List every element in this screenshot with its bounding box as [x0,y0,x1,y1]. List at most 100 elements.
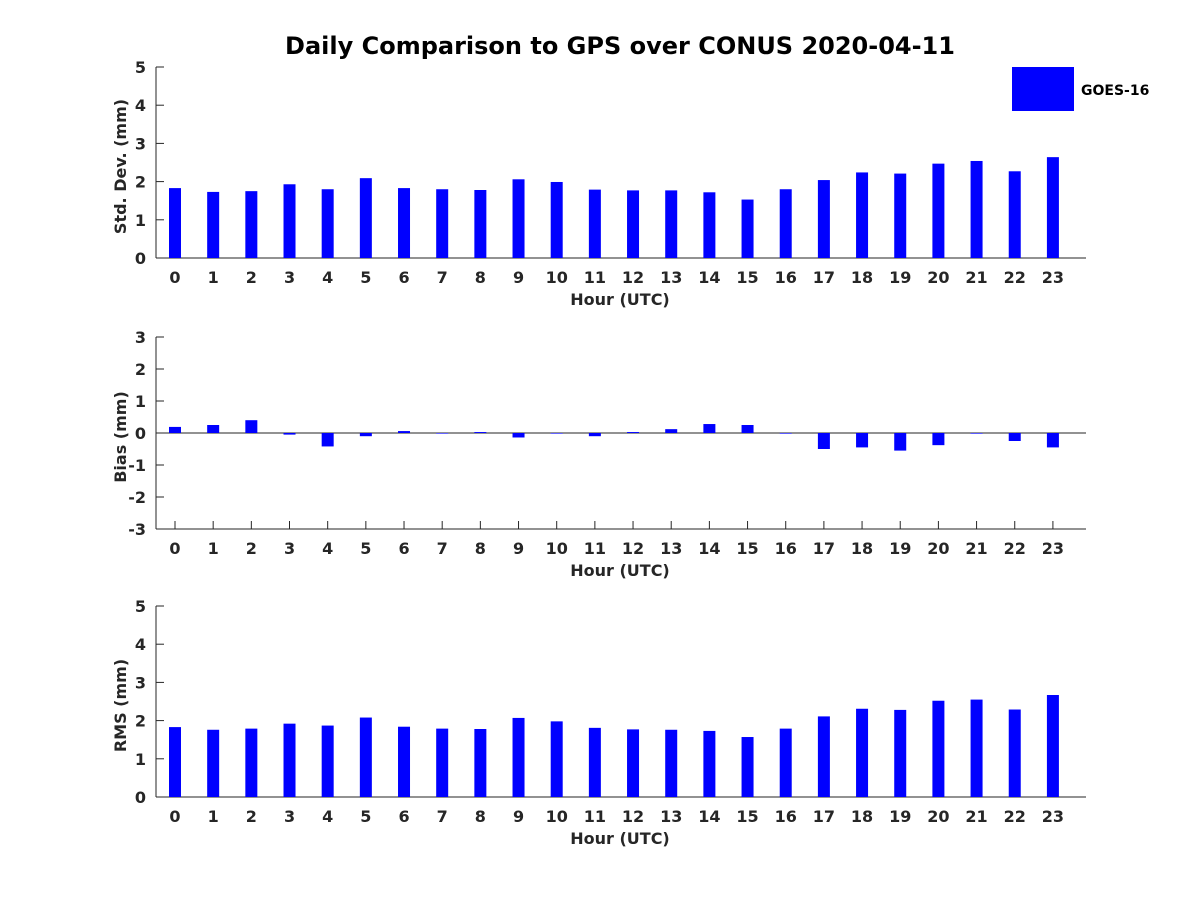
rms-x-tick-label: 23 [1042,807,1064,826]
rms-bar [627,729,640,797]
rms-x-tick-label: 9 [513,807,524,826]
std-dev-x-tick-label: 9 [513,268,524,287]
std-dev-bar [321,189,334,258]
bias-bar [436,433,449,434]
std-dev-y-tick-label: 0 [135,249,146,268]
rms-x-tick-label: 20 [927,807,949,826]
std-dev-bar [856,172,869,258]
bias-bar [207,425,220,433]
std-dev-x-tick-label: 22 [1004,268,1026,287]
std-dev-bar [169,188,181,258]
rms-x-tick-label: 6 [398,807,409,826]
bias-y-axis-label: Bias (mm) [111,391,130,483]
rms-y-tick-label: 3 [135,673,146,692]
bias-x-tick-label: 5 [360,539,371,558]
bias-x-tick-label: 13 [660,539,682,558]
std-dev-x-tick-label: 12 [622,268,644,287]
std-dev-y-tick-label: 2 [135,173,146,192]
bias-bar [741,425,754,433]
rms-x-tick-label: 7 [437,807,448,826]
std-dev-bar [588,189,601,258]
rms-x-tick-label: 19 [889,807,911,826]
bias-x-axis-label: Hour (UTC) [570,561,670,580]
std-dev-bar [894,173,907,258]
std-dev-bar [283,184,296,258]
bias-x-tick-label: 12 [622,539,644,558]
bias-bar [1008,433,1021,441]
rms-bar [1008,709,1021,797]
bias-y-tick-label: -2 [128,488,146,507]
rms-y-tick-label: 0 [135,788,146,807]
bias-bar [970,433,983,434]
bias-x-tick-label: 0 [169,539,180,558]
rms-x-tick-label: 8 [475,807,486,826]
std-dev-x-tick-label: 8 [475,268,486,287]
std-dev-x-tick-label: 7 [437,268,448,287]
std-dev-bar [970,160,983,258]
bias-x-tick-label: 11 [584,539,606,558]
rms-bar [741,737,754,797]
bias-x-tick-label: 17 [813,539,835,558]
bias-x-tick-label: 4 [322,539,333,558]
bias-bar [359,433,372,437]
bias-x-tick-label: 8 [475,539,486,558]
std-dev-bar [932,163,945,258]
bias-y-tick-label: 2 [135,360,146,379]
std-dev-x-tick-label: 20 [927,268,949,287]
bias-bar [245,420,258,433]
std-dev-x-tick-label: 5 [360,268,371,287]
rms-bar [970,699,983,797]
bias-x-tick-label: 9 [513,539,524,558]
rms-x-tick-label: 12 [622,807,644,826]
std-dev-bar [1046,157,1059,258]
bias-x-tick-label: 15 [736,539,758,558]
rms-x-tick-label: 22 [1004,807,1026,826]
rms-bar [283,723,296,797]
rms-bar [703,730,716,797]
bias-x-tick-label: 16 [775,539,797,558]
rms-x-tick-label: 3 [284,807,295,826]
rms-bar [550,721,563,797]
rms-x-tick-label: 14 [698,807,720,826]
std-dev-y-tick-label: 4 [135,96,146,115]
std-dev-x-tick-label: 4 [322,268,333,287]
bias-y-tick-label: 3 [135,328,146,347]
bias-bar [550,433,563,434]
rms-x-tick-label: 11 [584,807,606,826]
rms-x-axis-label: Hour (UTC) [570,829,670,848]
bias-x-tick-label: 3 [284,539,295,558]
bias-x-tick-label: 2 [246,539,257,558]
rms-bar [588,727,601,797]
std-dev-x-tick-label: 0 [169,268,180,287]
std-dev-x-tick-label: 11 [584,268,606,287]
bias-bar [474,432,487,433]
std-dev-bar [665,190,678,258]
bias-x-tick-label: 18 [851,539,873,558]
std-dev-x-tick-label: 13 [660,268,682,287]
rms-bar [512,717,525,797]
rms-x-tick-label: 4 [322,807,333,826]
rms-bar [1046,695,1059,797]
std-dev-x-tick-label: 3 [284,268,295,287]
rms-x-tick-label: 21 [965,807,987,826]
std-dev-x-tick-label: 16 [775,268,797,287]
std-dev-bar [474,190,487,258]
bias-bar [512,433,525,438]
std-dev-bar [359,178,372,258]
rms-bar [817,716,830,797]
std-dev-x-tick-label: 21 [965,268,987,287]
std-dev-x-tick-label: 10 [546,268,568,287]
std-dev-bar [1008,171,1021,258]
rms-y-tick-label: 4 [135,635,146,654]
std-dev-x-tick-label: 17 [813,268,835,287]
rms-bar [665,729,678,797]
bias-y-tick-label: -1 [128,456,146,475]
rms-x-tick-label: 17 [813,807,835,826]
rms-bar [245,728,258,797]
bias-bar [856,433,869,448]
bias-y-tick-label: 0 [135,424,146,443]
std-dev-bar [436,189,449,258]
rms-x-tick-label: 15 [736,807,758,826]
std-dev-y-tick-label: 5 [135,58,146,77]
